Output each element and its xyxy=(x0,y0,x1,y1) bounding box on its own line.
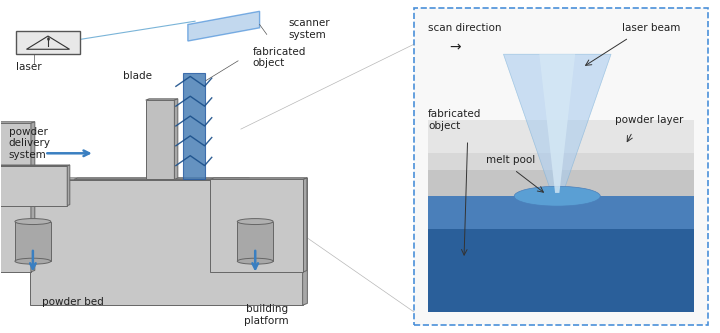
Polygon shape xyxy=(174,99,178,179)
Ellipse shape xyxy=(15,218,51,224)
Text: powder
delivery
system: powder delivery system xyxy=(9,127,50,160)
Text: laser: laser xyxy=(16,62,41,73)
FancyBboxPatch shape xyxy=(428,170,693,196)
FancyBboxPatch shape xyxy=(428,120,693,153)
Ellipse shape xyxy=(238,258,273,264)
Polygon shape xyxy=(145,100,174,179)
Text: blade: blade xyxy=(123,71,152,81)
Text: →: → xyxy=(450,41,462,55)
Polygon shape xyxy=(304,178,307,272)
Polygon shape xyxy=(302,178,307,305)
Polygon shape xyxy=(183,73,204,179)
Text: melt pool: melt pool xyxy=(485,155,535,165)
Polygon shape xyxy=(74,178,250,179)
Polygon shape xyxy=(30,180,302,305)
Ellipse shape xyxy=(514,186,600,206)
Ellipse shape xyxy=(15,258,51,264)
Polygon shape xyxy=(188,11,260,41)
Text: powder layer: powder layer xyxy=(615,115,683,125)
Ellipse shape xyxy=(238,218,273,224)
FancyBboxPatch shape xyxy=(414,8,708,325)
Text: laser beam: laser beam xyxy=(622,23,680,33)
FancyBboxPatch shape xyxy=(15,221,51,261)
Text: scan direction: scan direction xyxy=(428,23,502,33)
Text: fabricated
object: fabricated object xyxy=(428,110,482,131)
Polygon shape xyxy=(503,54,611,193)
Text: building
platform: building platform xyxy=(245,304,289,326)
Polygon shape xyxy=(30,178,307,180)
Polygon shape xyxy=(67,165,70,206)
Polygon shape xyxy=(210,178,307,179)
FancyBboxPatch shape xyxy=(428,229,693,312)
Polygon shape xyxy=(210,179,304,272)
Polygon shape xyxy=(0,123,31,272)
Polygon shape xyxy=(539,54,575,193)
Polygon shape xyxy=(145,99,178,100)
Text: powder bed: powder bed xyxy=(42,297,104,307)
Text: scanner
system: scanner system xyxy=(288,18,330,40)
Polygon shape xyxy=(31,122,35,272)
Polygon shape xyxy=(0,166,67,206)
FancyBboxPatch shape xyxy=(428,153,693,170)
FancyBboxPatch shape xyxy=(428,196,693,229)
Polygon shape xyxy=(0,122,35,123)
FancyBboxPatch shape xyxy=(16,31,81,54)
Polygon shape xyxy=(0,165,70,166)
Text: fabricated
object: fabricated object xyxy=(253,47,306,68)
FancyBboxPatch shape xyxy=(238,221,273,261)
